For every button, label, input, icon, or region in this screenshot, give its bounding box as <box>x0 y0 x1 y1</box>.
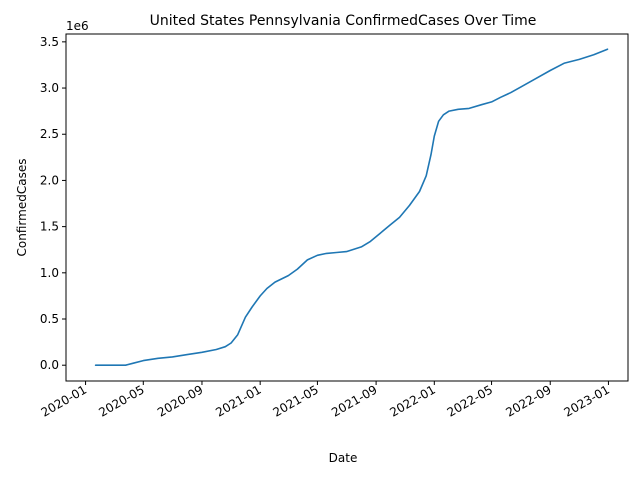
x-axis-ticks: 2020-01 2020-05 2020-09 2021-01 2021-05 2021-… <box>39 381 612 420</box>
x-tick-label: 2021-01 <box>213 382 263 419</box>
x-tick-label: 2023-01 <box>562 382 612 419</box>
x-tick-label: 2020-09 <box>155 382 205 419</box>
x-tick-label: 2020-05 <box>96 382 146 419</box>
y-axis-ticks: 0.0 0.5 1.0 1.5 2.0 2.5 3.0 3.5 <box>40 35 66 372</box>
chart-title: United States Pennsylvania ConfirmedCase… <box>150 13 537 29</box>
x-tick-label: 2021-05 <box>270 382 320 419</box>
x-tick-label: 2022-01 <box>387 382 437 419</box>
y-tick-label: 2.0 <box>40 173 59 187</box>
plot-frame <box>65 33 629 382</box>
series-line <box>94 48 609 367</box>
x-tick-label: 2022-09 <box>503 382 553 419</box>
y-tick-label: 3.0 <box>40 81 59 95</box>
y-tick-label: 0.0 <box>40 358 59 372</box>
y-tick-label: 2.5 <box>40 127 59 141</box>
x-tick-label: 2021-09 <box>329 382 379 419</box>
x-tick-label: 2020-01 <box>39 382 89 419</box>
y-axis-label: ConfirmedCases <box>15 159 29 257</box>
y-offset-label: 1e6 <box>66 19 89 33</box>
y-tick-label: 0.5 <box>40 312 59 326</box>
series-layer <box>94 48 609 367</box>
y-tick-label: 1.5 <box>40 220 59 234</box>
y-tick-label: 3.5 <box>40 35 59 49</box>
x-axis-label: Date <box>329 451 358 465</box>
x-tick-label: 2022-05 <box>445 382 495 419</box>
y-tick-label: 1.0 <box>40 266 59 280</box>
